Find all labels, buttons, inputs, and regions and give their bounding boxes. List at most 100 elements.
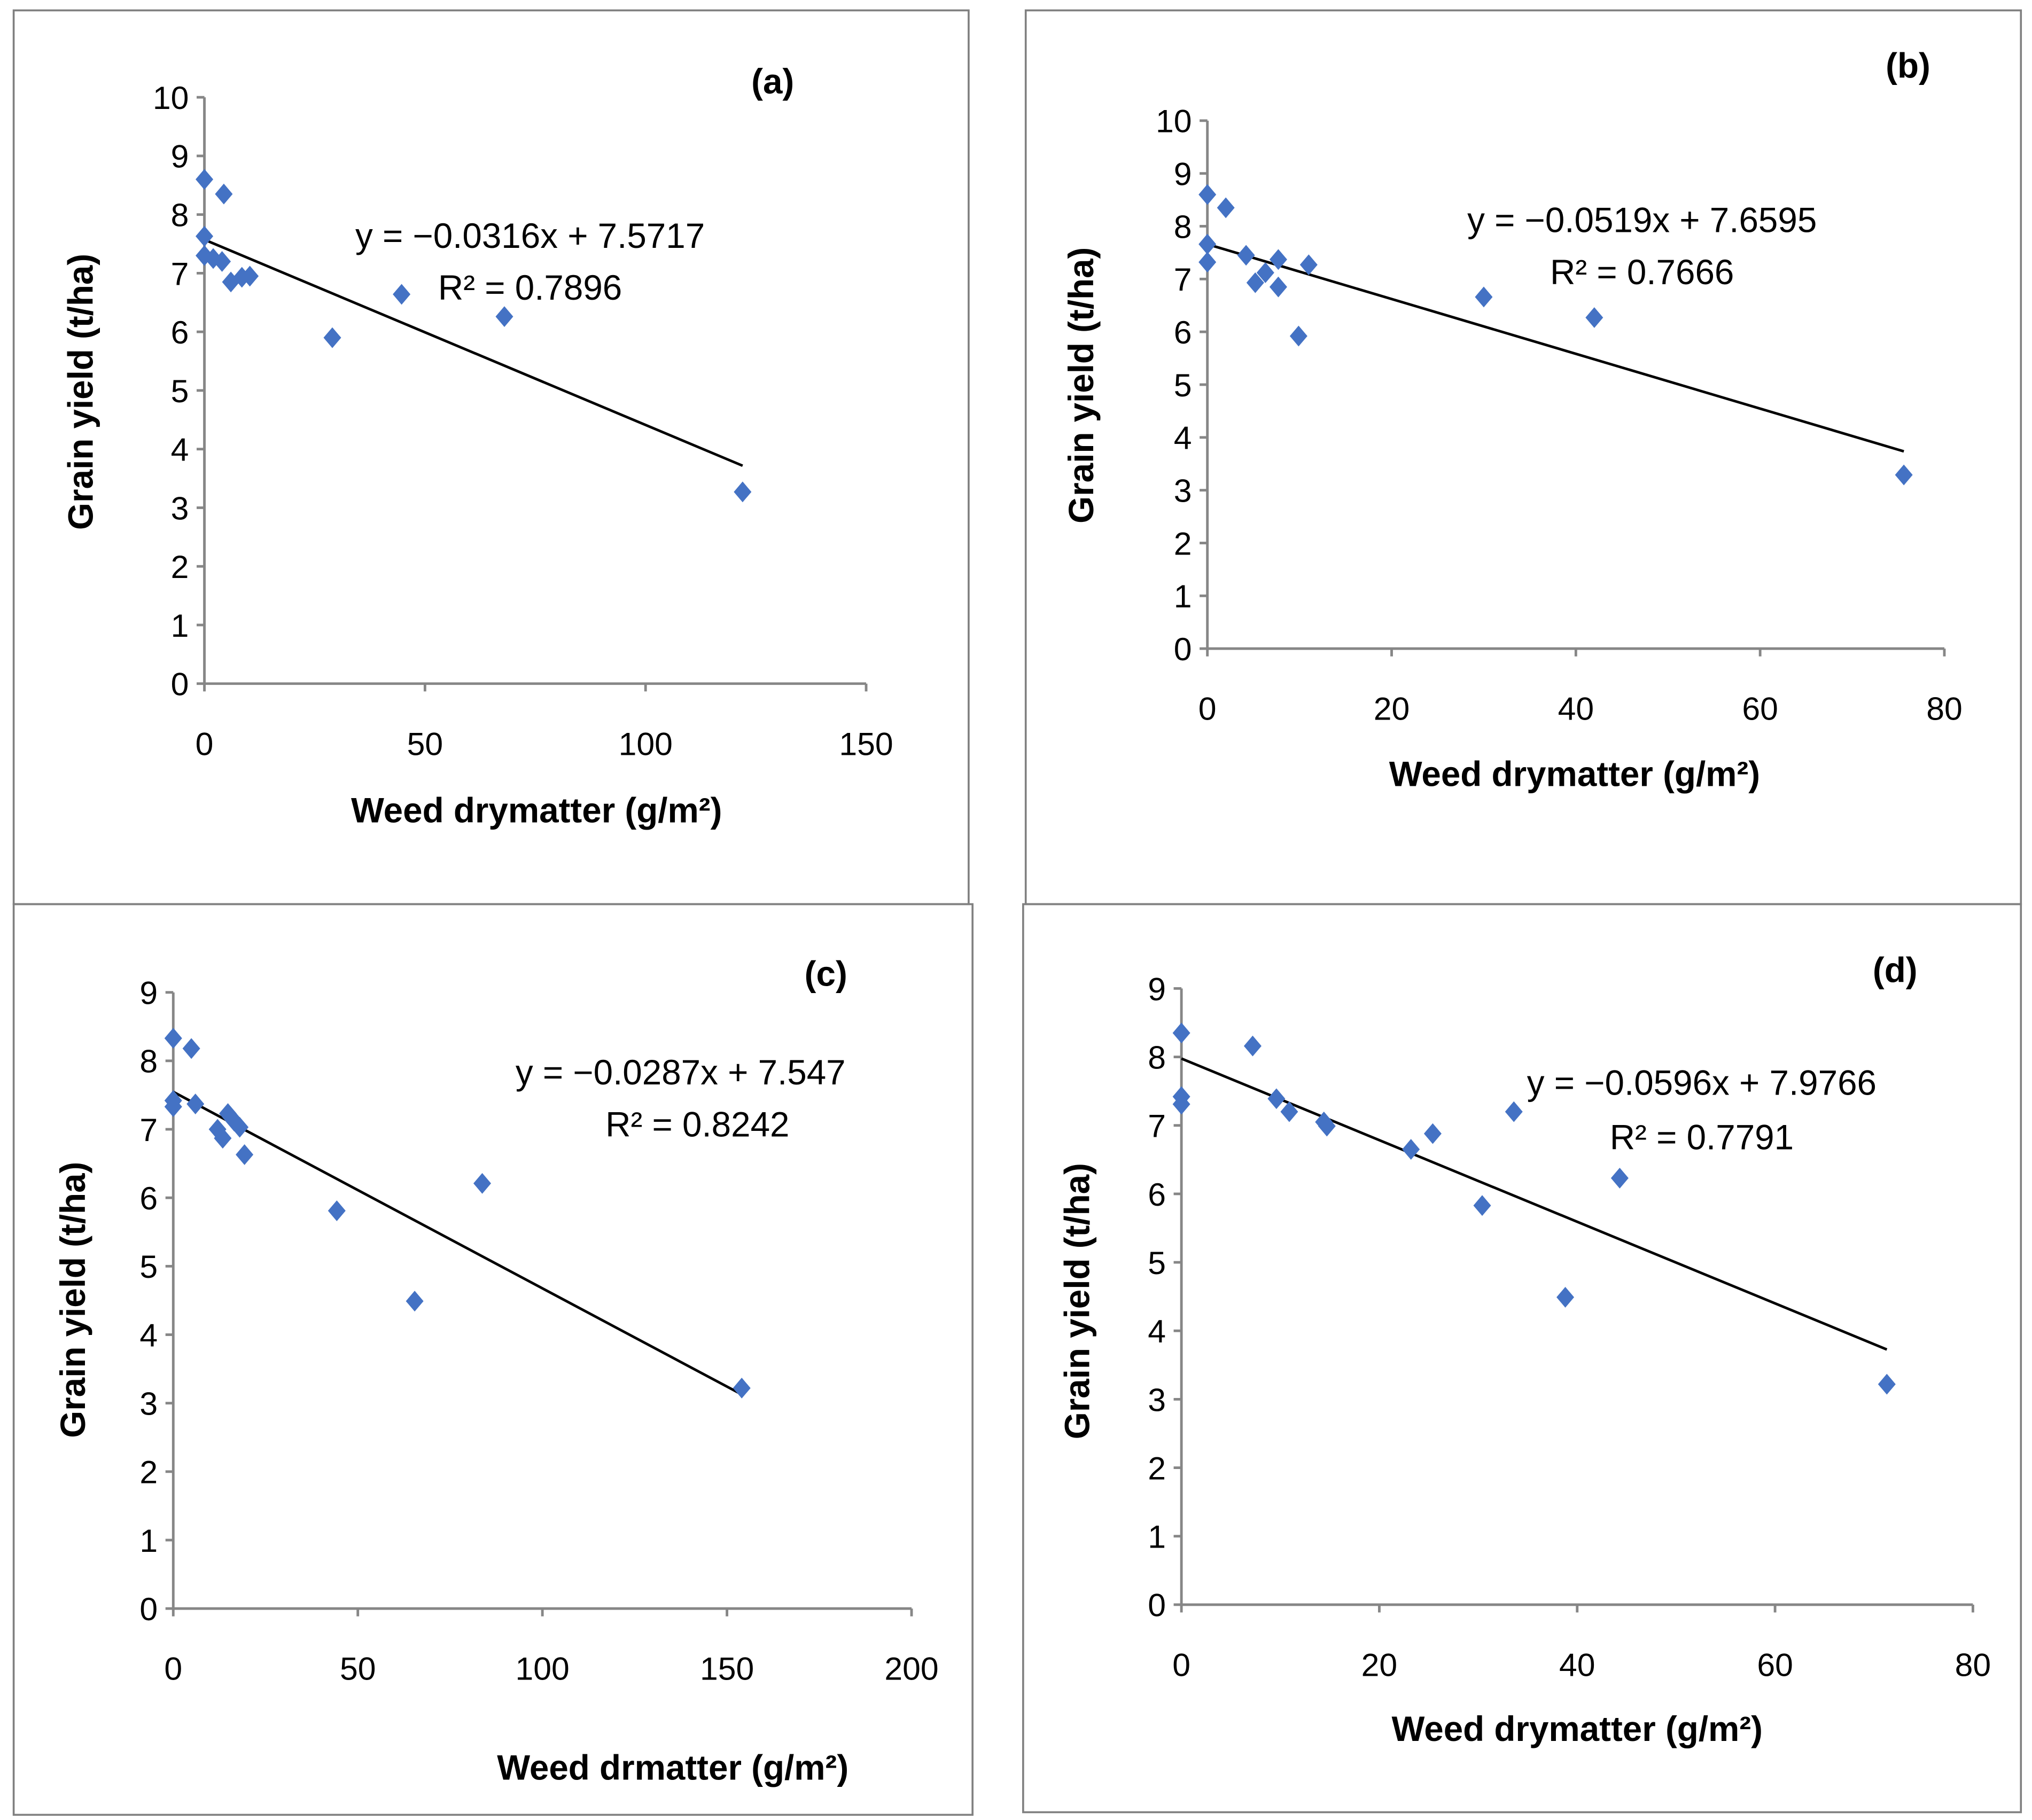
x-axis-title: Weed drymatter (g/m²) xyxy=(1392,1709,1763,1748)
y-tick-label: 1 xyxy=(139,1522,158,1559)
y-tick-label: 2 xyxy=(139,1454,158,1490)
y-tick-label: 7 xyxy=(139,1112,158,1148)
y-tick-label: 0 xyxy=(171,666,189,702)
data-point xyxy=(222,271,240,293)
y-tick-label: 10 xyxy=(1156,103,1192,139)
x-tick-label: 50 xyxy=(407,725,443,762)
y-tick-label: 8 xyxy=(139,1043,158,1080)
y-axis-title: Grain yield (t/ha) xyxy=(1058,1163,1097,1439)
y-tick-label: 1 xyxy=(1174,578,1192,614)
data-point xyxy=(495,306,513,327)
y-tick-label: 4 xyxy=(139,1317,158,1353)
data-point xyxy=(236,1144,254,1165)
y-tick-label: 6 xyxy=(139,1180,158,1216)
panel-label: (d) xyxy=(1873,950,1918,989)
data-point xyxy=(182,1038,200,1059)
y-tick-label: 3 xyxy=(1174,473,1192,509)
data-point xyxy=(1585,307,1603,328)
x-tick-label: 150 xyxy=(839,725,893,762)
y-tick-label: 0 xyxy=(1174,631,1192,667)
y-tick-label: 8 xyxy=(1148,1039,1166,1075)
data-point xyxy=(406,1291,424,1312)
trend-equation: y = −0.0316x + 7.5717 xyxy=(355,216,705,255)
y-tick-label: 3 xyxy=(1148,1381,1166,1418)
r-squared: R² = 0.7791 xyxy=(1610,1118,1794,1157)
y-tick-label: 6 xyxy=(1148,1176,1166,1213)
y-axis-title: Grain yield (t/ha) xyxy=(1062,247,1101,524)
data-point xyxy=(1423,1123,1442,1144)
y-tick-label: 1 xyxy=(171,607,189,644)
y-tick-label: 0 xyxy=(139,1591,158,1627)
data-point xyxy=(734,481,752,503)
y-tick-label: 8 xyxy=(171,197,189,233)
data-point xyxy=(1878,1373,1896,1395)
x-tick-label: 200 xyxy=(884,1651,938,1687)
data-point xyxy=(1505,1101,1523,1122)
data-point xyxy=(1475,286,1493,308)
y-tick-label: 3 xyxy=(171,490,189,526)
data-point xyxy=(186,1093,205,1115)
panel-border xyxy=(12,9,970,905)
y-tick-label: 3 xyxy=(139,1386,158,1422)
data-point xyxy=(1299,254,1318,276)
x-tick-label: 100 xyxy=(516,1651,570,1687)
data-point xyxy=(233,267,251,288)
y-tick-label: 5 xyxy=(171,373,189,409)
r-squared: R² = 0.7896 xyxy=(438,268,622,307)
data-point xyxy=(1237,245,1255,266)
y-tick-label: 9 xyxy=(1174,156,1192,192)
y-tick-label: 6 xyxy=(171,314,189,350)
x-tick-label: 0 xyxy=(196,725,214,762)
data-point xyxy=(1198,233,1217,255)
data-point xyxy=(164,1028,182,1049)
data-point xyxy=(1289,325,1307,347)
trend-equation: y = −0.0519x + 7.6595 xyxy=(1467,201,1817,240)
x-tick-label: 60 xyxy=(1742,691,1778,727)
x-tick-label: 100 xyxy=(619,725,673,762)
x-tick-label: 60 xyxy=(1757,1646,1793,1683)
data-point xyxy=(1267,1088,1286,1110)
data-point xyxy=(733,1378,751,1399)
x-axis-title: Weed drmatter (g/m²) xyxy=(497,1748,848,1787)
data-point xyxy=(1473,1195,1491,1216)
chart-panel-b: 0 1 2 3 4 5 6 7 8 9 10 0 20 40 60 80 (b) y = −0.0519x + 7… xyxy=(1024,9,2022,905)
x-tick-label: 80 xyxy=(1926,691,1963,727)
panel-label: (a) xyxy=(751,62,794,101)
data-point xyxy=(196,169,214,190)
y-tick-label: 5 xyxy=(1148,1245,1166,1281)
y-tick-label: 0 xyxy=(1148,1587,1166,1623)
r-squared: R² = 0.7666 xyxy=(1550,253,1734,292)
trend-line xyxy=(204,238,743,467)
trend-equation: y = −0.0596x + 7.9766 xyxy=(1527,1064,1877,1103)
x-tick-label: 150 xyxy=(700,1651,754,1687)
data-point xyxy=(473,1173,492,1194)
x-tick-label: 0 xyxy=(1198,691,1217,727)
x-tick-label: 20 xyxy=(1361,1646,1398,1683)
data-point xyxy=(231,1116,249,1138)
y-tick-label: 4 xyxy=(1148,1313,1166,1349)
data-point xyxy=(1246,272,1264,293)
data-point xyxy=(214,1128,232,1149)
r-squared: R² = 0.8242 xyxy=(605,1105,789,1144)
y-tick-label: 4 xyxy=(171,432,189,468)
data-point xyxy=(1895,464,1913,486)
data-point xyxy=(1269,276,1287,298)
y-tick-label: 9 xyxy=(171,138,189,175)
data-point xyxy=(213,251,231,272)
data-point xyxy=(1217,197,1235,218)
y-tick-label: 1 xyxy=(1148,1519,1166,1555)
x-tick-label: 50 xyxy=(340,1651,376,1687)
y-tick-label: 6 xyxy=(1174,314,1192,350)
data-point xyxy=(1198,252,1217,273)
trend-line xyxy=(1206,243,1904,453)
chart-panel-c: 0 1 2 3 4 5 6 7 8 9 0 50 100 150 200 (c) y = −0.0287x + … xyxy=(12,903,974,1816)
y-tick-label: 7 xyxy=(1148,1108,1166,1144)
data-point xyxy=(328,1200,346,1221)
y-axis-title: Grain yield (t/ha) xyxy=(53,1162,92,1438)
x-axis-title: Weed drymatter (g/m²) xyxy=(1389,755,1760,794)
x-axis-title: Weed drymatter (g/m²) xyxy=(351,791,722,830)
panel-border xyxy=(1022,903,2022,1814)
panel-label: (b) xyxy=(1886,46,1930,85)
x-tick-label: 20 xyxy=(1374,691,1410,727)
